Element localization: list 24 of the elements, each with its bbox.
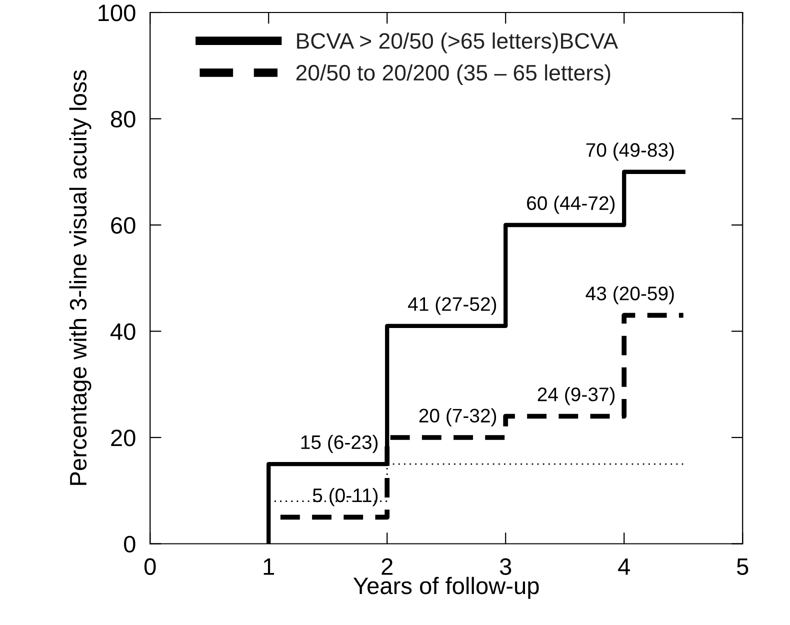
annotation: 24 (9-37) bbox=[538, 387, 615, 406]
annotation: 70 (49-83) bbox=[586, 142, 674, 161]
x-tick-label: 5 bbox=[736, 558, 748, 575]
x-axis-title: Years of follow-up bbox=[353, 576, 539, 599]
y-axis-title: Percentage with 3-line visual acuity loss bbox=[69, 70, 92, 485]
y-tick-label: 80 bbox=[110, 110, 136, 128]
annotation: 60 (44-72) bbox=[527, 196, 615, 214]
legend-label: BCVA > 20/50 (>65 letters)BCVA bbox=[297, 32, 618, 54]
annotation: 41 (27-52) bbox=[408, 296, 496, 315]
x-tick-label: 2 bbox=[382, 558, 392, 575]
y-tick-label: 0 bbox=[124, 536, 136, 553]
y-tick-label: 60 bbox=[111, 217, 136, 234]
annotation: 5 (0-11) bbox=[312, 488, 378, 506]
x-tick-label: 0 bbox=[144, 558, 156, 575]
y-tick-label: 40 bbox=[110, 323, 136, 340]
legend-label: 20/50 to 20/200 (35 – 65 letters) bbox=[296, 64, 610, 86]
annotation: 43 (20-59) bbox=[586, 286, 674, 304]
x-tick-label: 1 bbox=[264, 558, 274, 575]
annotation: 15 (6-23) bbox=[301, 434, 378, 453]
x-tick-label: 4 bbox=[618, 558, 630, 575]
x-tick-label: 3 bbox=[500, 558, 512, 575]
annotation: 20 (7-32) bbox=[419, 408, 496, 426]
y-tick-label: 100 bbox=[98, 4, 136, 22]
y-tick-label: 20 bbox=[111, 430, 136, 446]
